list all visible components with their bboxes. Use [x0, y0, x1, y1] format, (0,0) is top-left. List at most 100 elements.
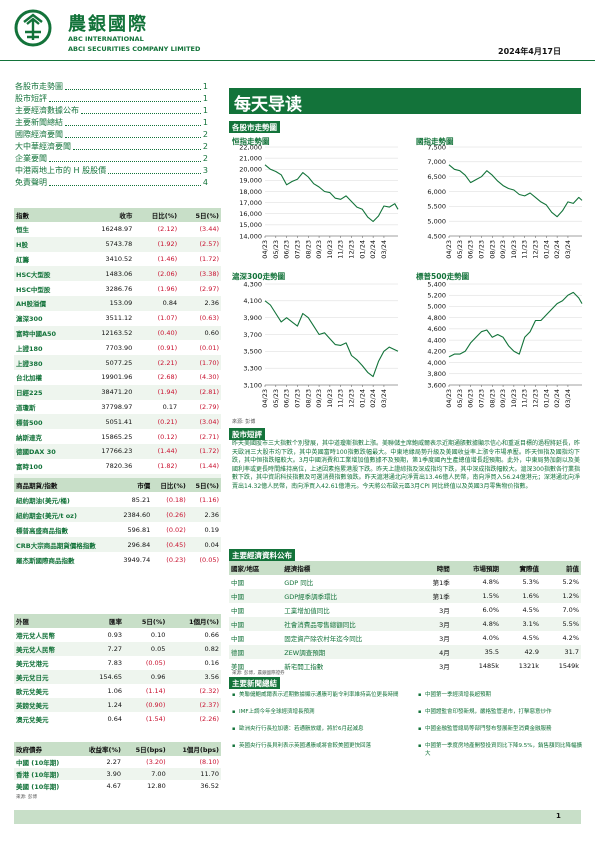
table-header-row: 指數 收市 日比(%) 5日(%)	[14, 208, 221, 222]
toc-item[interactable]: 國際經濟要聞 2	[15, 129, 208, 141]
x-tick-label: 04/23	[261, 389, 269, 408]
cell-value: 3.90	[75, 768, 123, 780]
row-label: 美元兌人民幣	[14, 642, 82, 656]
x-tick-label: 08/23	[304, 389, 312, 408]
cell-value: 1483.06	[81, 266, 135, 282]
cell-value: 7.00	[123, 768, 168, 780]
y-tick-label: 4,200	[427, 348, 446, 356]
cell-value: 2384.60	[115, 507, 153, 522]
toc-leader	[49, 101, 201, 102]
table-row: 富時中國A50 12163.52 (0.40) 0.60	[14, 325, 221, 341]
toc-item[interactable]: 免責聲明 4	[15, 177, 208, 189]
y-tick-label: 20,000	[239, 166, 262, 174]
toc-leader	[65, 89, 201, 90]
page-number: 1	[556, 812, 561, 820]
news-item: IMF上調今年全球經濟增長預測	[232, 708, 412, 716]
row-label: 歐元兌美元	[16, 688, 49, 696]
row-label: 美元兌港元	[16, 660, 49, 668]
toc-item[interactable]: 主要經濟數據公布 1	[15, 105, 208, 117]
cell-value: (0.26)	[152, 507, 188, 522]
value-cell: 4.5%	[522, 634, 539, 642]
table-row: 富時100 7820.36 (1.82) (1.44)	[14, 459, 221, 474]
cell-value: (0.05)	[199, 555, 219, 564]
hsi-chart: 22,000 21,000 20,000 19,000 18,000 17,000 16,0…	[239, 143, 399, 259]
market-commentary: 昨天美國股市三大指數个別發展，其中道瓊斯指數上漲。美聯儲主席鮑威爾表示近期通脹數…	[232, 440, 581, 490]
y-tick-label: 7,000	[427, 158, 446, 166]
x-tick-label: 10/23	[510, 240, 518, 259]
toc-item[interactable]: 主要新聞總結 1	[15, 117, 208, 129]
cell-value: (3.20)	[146, 758, 166, 766]
y-tick-label: 15,000	[239, 221, 262, 229]
row-label: 標普高盛商品指數	[16, 526, 68, 535]
chart-title-csi300: 滬深300走勢圖	[232, 272, 286, 281]
table-header-row: 商品期貨/指數 市價 日比(%) 5日(%)	[14, 478, 221, 492]
toc-item[interactable]: 大中華經濟要聞 2	[15, 141, 208, 153]
toc-item-label: 主要新聞總結	[15, 118, 63, 127]
x-tick-label: 09/23	[499, 389, 507, 408]
cell-value: 12163.52	[81, 325, 135, 341]
table-row: 滬深300 3511.12 (1.07) (0.63)	[14, 311, 221, 326]
cell-value: 154.65	[81, 670, 125, 684]
cell-value: (0.91)	[157, 343, 178, 352]
header-divider	[0, 60, 595, 62]
commodities-table: 商品期貨/指數 市價 日比(%) 5日(%) 紐約期油(美元/桶) 85.21 (0.18)…	[14, 478, 221, 567]
cell-value: (2.32)	[199, 687, 219, 695]
y-tick-label: 3,800	[427, 370, 446, 378]
table-row: 港元兌人民幣 0.93 0.10 0.66	[14, 628, 221, 642]
table-row: 中國 GDP經季調季環比 第1季 1.5% 1.6% 1.2%	[229, 589, 581, 603]
row-label: 滬深300	[16, 315, 43, 324]
toc-item[interactable]: 股市短評 1	[15, 93, 208, 105]
toc-item-label: 中港兩地上市的 H 股股價	[15, 166, 107, 175]
row-label: 日經225	[14, 384, 82, 400]
cell-value: (0.05)	[145, 659, 166, 667]
cell-value: 0.10	[150, 631, 166, 639]
cell-value: 19901.96	[101, 373, 133, 382]
x-tick-label: 10/23	[326, 240, 334, 259]
x-tick-label: 10/23	[326, 389, 334, 408]
column-header: 5日(%)	[124, 614, 168, 628]
value-cell: 1321k	[518, 662, 539, 670]
toc-item[interactable]: 各股市走勢圖 1	[15, 81, 208, 93]
y-tick-label: 7,500	[427, 143, 446, 151]
y-tick-label: 5,500	[427, 203, 446, 211]
news-item: 美聯儲鮑威爾表示近期數據顯示通脹可能令利率維持高位更長時間	[232, 691, 412, 699]
cell-value: 0.66	[204, 631, 219, 639]
toc-item-label: 各股市走勢圖	[15, 82, 63, 91]
toc-item[interactable]: 中港兩地上市的 H 股股價 3	[15, 165, 208, 177]
cell-value: (2.79)	[199, 402, 219, 411]
table-row: 恒生 16248.97 (2.12) (3.44)	[14, 222, 221, 237]
x-tick-label: 11/23	[337, 389, 345, 408]
x-tick-label: 08/23	[488, 240, 496, 259]
value-cell: 35.5	[451, 645, 502, 659]
x-tick-label: 07/23	[293, 240, 301, 259]
tables-source: 來源: 彭博	[16, 795, 37, 800]
table-row: 歐元兌美元 1.06 (1.14) (2.32)	[14, 684, 221, 698]
x-tick-label: 06/23	[467, 240, 475, 259]
value-cell: 1.2%	[541, 589, 581, 603]
value-cell: 3月	[439, 663, 450, 671]
cell-value: (1.46)	[157, 254, 178, 263]
section-charts-title: 各股市走勢圖	[229, 121, 280, 133]
x-tick-label: 01/24	[358, 389, 366, 408]
row-label: 德國DAX 30	[14, 443, 82, 459]
x-tick-label: 12/23	[348, 240, 356, 259]
cell-value: (1.44)	[134, 443, 180, 459]
report-date: 2024年4月17日	[498, 47, 561, 56]
cell-value: 5051.41	[81, 414, 135, 430]
table-row: 上證380 5077.25 (2.21) (1.70)	[14, 355, 221, 370]
x-tick-label: 02/24	[369, 389, 377, 408]
toc-item[interactable]: 企業要聞 2	[15, 153, 208, 165]
x-tick-label: 12/23	[532, 240, 540, 259]
table-row: 英鎊兌美元 1.24 (0.90) (2.37)	[14, 698, 221, 712]
x-tick-label: 05/23	[272, 389, 280, 408]
column-header: 指數	[14, 208, 82, 222]
cell-value: 38471.20	[81, 384, 135, 400]
table-row: 上證180 7703.90 (0.91) (0.01)	[14, 340, 221, 355]
x-tick-label: 10/23	[510, 389, 518, 408]
cell-value: 296.84	[115, 537, 153, 552]
column-header: 收益率(%)	[75, 742, 123, 756]
cell-value: 4.67	[106, 782, 121, 790]
table-row: 納斯達克 15865.25 (0.12) (2.71)	[14, 429, 221, 444]
y-tick-label: 4,500	[427, 232, 446, 240]
toc-item-page: 2	[202, 154, 208, 163]
